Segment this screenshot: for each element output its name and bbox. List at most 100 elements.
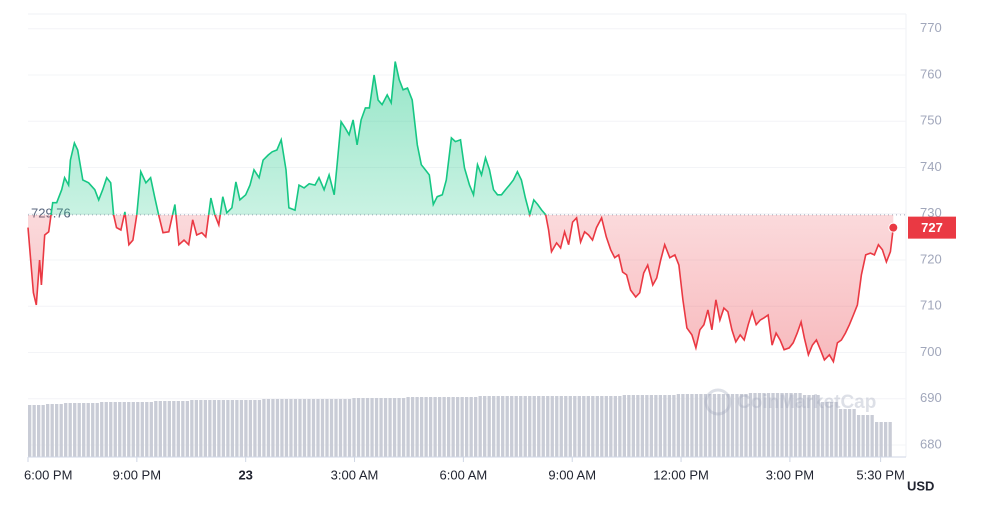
area-up — [51, 61, 546, 215]
volume-bar — [825, 402, 829, 457]
volume-bar — [379, 398, 383, 457]
volume-bar — [41, 405, 45, 457]
volume-bar — [811, 395, 816, 457]
volume-bar — [410, 397, 415, 457]
volume-bar — [293, 399, 298, 457]
volume-bar — [424, 397, 428, 457]
volume-bar — [784, 393, 789, 457]
volume-bar — [532, 396, 536, 457]
volume-bar — [852, 409, 856, 457]
x-tick-label: 3:00 AM — [331, 467, 379, 482]
volume-bar — [329, 399, 334, 457]
volume-bar — [451, 397, 455, 457]
volume-bar — [221, 400, 226, 457]
volume-bar — [86, 403, 90, 457]
volume-bar — [591, 396, 595, 457]
volume-bar — [37, 405, 41, 457]
volume-bar — [356, 398, 361, 457]
volume-bar — [176, 401, 180, 457]
volume-bar — [433, 397, 437, 457]
volume-bar — [865, 415, 870, 457]
volume-bar — [649, 395, 654, 457]
volume-bar — [64, 403, 68, 457]
volume-bar — [631, 395, 636, 457]
volume-bar — [370, 398, 374, 457]
volume-bar — [681, 394, 685, 457]
volume-bar — [59, 404, 63, 457]
volume-bar — [762, 393, 766, 457]
volume-bar — [82, 403, 86, 457]
volume-bar — [861, 415, 865, 457]
volume-bar — [600, 396, 604, 457]
volume-bar — [528, 396, 532, 457]
volume-bar — [793, 393, 798, 457]
volume-bar — [167, 401, 171, 457]
volume-bar — [730, 394, 735, 457]
volume-bar — [383, 398, 388, 457]
volume-bar — [672, 395, 676, 457]
volume-bar — [455, 397, 460, 457]
volume-bar — [685, 394, 690, 457]
volume-bar — [735, 394, 739, 457]
volume-bar — [149, 402, 153, 457]
volume-bar — [748, 393, 753, 457]
volume-bar — [136, 402, 140, 457]
volume-bar — [190, 400, 194, 457]
volume-bar — [311, 399, 316, 457]
volume-bar — [474, 397, 478, 457]
volume-bar — [460, 397, 464, 457]
volume-bar — [320, 399, 325, 457]
volume-bar — [185, 401, 189, 457]
y-tick-label: 730 — [920, 205, 942, 220]
volume-bar — [217, 400, 221, 457]
volume-bar — [302, 399, 307, 457]
volume-bar — [181, 401, 185, 457]
volume-bar — [289, 399, 293, 457]
x-tick-label: 9:00 AM — [548, 467, 596, 482]
volume-bar — [645, 395, 649, 457]
volume-bar — [401, 398, 406, 457]
last-price-tag — [908, 216, 956, 239]
volume-bar — [496, 396, 500, 457]
volume-bar — [856, 415, 861, 457]
volume-bar — [465, 397, 469, 457]
volume-bar — [199, 400, 203, 457]
volume-bar — [492, 396, 496, 457]
volume-bar — [140, 402, 144, 457]
volume-bar — [618, 396, 622, 457]
x-tick-label: 6:00 PM — [24, 467, 72, 482]
volume-bar — [568, 396, 572, 457]
x-tick-label: 12:00 PM — [653, 467, 709, 482]
volume-bar — [275, 399, 280, 457]
volume-bar — [73, 403, 77, 457]
volume-bar — [172, 401, 176, 457]
volume-bar — [708, 394, 712, 457]
volume-bar — [361, 398, 365, 457]
volume-bar — [753, 393, 757, 457]
volume-bar — [739, 394, 744, 457]
volume-bar — [442, 397, 446, 457]
volume-bar — [712, 394, 717, 457]
volume-bar — [694, 394, 699, 457]
volume-bar — [77, 403, 81, 457]
volume-bar — [663, 395, 667, 457]
volume-bar — [690, 394, 694, 457]
volume-bar — [838, 409, 843, 457]
volume-bar — [519, 396, 523, 457]
watermark: CoinMarketCap — [704, 388, 876, 416]
volume-bar — [726, 394, 730, 457]
volume-bar — [667, 395, 672, 457]
volume-bar — [212, 400, 217, 457]
volume-bar — [388, 398, 392, 457]
volume-bar — [50, 404, 54, 457]
volume-bar — [879, 422, 883, 457]
x-tick-label: 9:00 PM — [113, 467, 161, 482]
volume-bar — [537, 396, 541, 457]
volume-bar — [807, 395, 811, 457]
volume-bar — [406, 397, 410, 457]
volume-bar — [262, 399, 266, 457]
volume-bar — [771, 393, 775, 457]
volume-bar — [654, 395, 658, 457]
y-tick-label: 690 — [920, 390, 942, 405]
volume-bar — [208, 400, 212, 457]
